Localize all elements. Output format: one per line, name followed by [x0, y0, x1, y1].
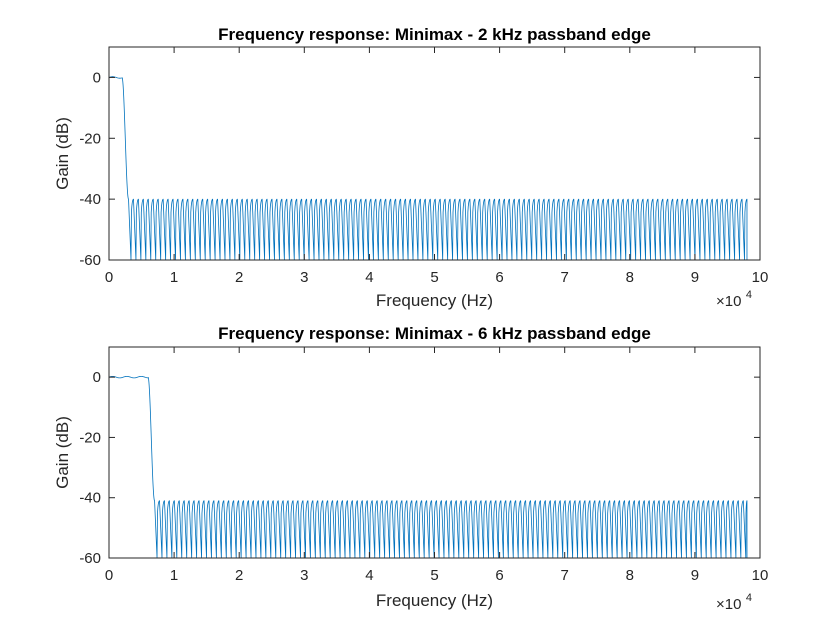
x-tick-label: 6: [495, 567, 503, 584]
x-exponent-base: ×10: [716, 293, 741, 310]
chart-title: Frequency response: Minimax - 6 kHz pass…: [218, 324, 651, 343]
data-layer: [108, 375, 748, 559]
x-tick-label: 0: [105, 567, 113, 584]
subplot-top: Frequency response: Minimax - 2 kHz pass…: [53, 25, 768, 310]
tick-layer: 0 1 2 3 4 5 6 7 8 9 10 -60 -40 -20 0: [79, 347, 768, 584]
x-tick-label: 2: [235, 269, 243, 286]
x-exponent-power: 4: [746, 289, 752, 301]
x-tick-label: 10: [752, 269, 769, 286]
x-tick-label: 8: [626, 567, 634, 584]
y-tick-label: 0: [93, 69, 101, 86]
y-axis-label: Gain (dB): [53, 416, 72, 489]
y-tick-label: -20: [79, 130, 101, 147]
y-axis-label: Gain (dB): [53, 117, 72, 190]
y-tick-label: 0: [93, 369, 101, 386]
x-tick-label: 1: [170, 269, 178, 286]
y-tick-label: -40: [79, 191, 101, 208]
x-axis-label: Frequency (Hz): [376, 291, 493, 310]
x-tick-label: 3: [300, 269, 308, 286]
subplot-bottom: Frequency response: Minimax - 6 kHz pass…: [53, 324, 768, 613]
tick-layer: 0 1 2 3 4 5 6 7 8 9 10 -60 -40 -20 0: [79, 47, 768, 286]
x-exponent-base: ×10: [716, 596, 741, 613]
x-tick-label: 10: [752, 567, 769, 584]
x-tick-label: 9: [691, 269, 699, 286]
y-tick-label: -20: [79, 429, 101, 446]
y-tick-label: -60: [79, 252, 101, 269]
x-tick-label: 3: [300, 567, 308, 584]
x-tick-label: 2: [235, 567, 243, 584]
x-tick-label: 7: [561, 567, 569, 584]
x-tick-label: 1: [170, 567, 178, 584]
x-exponent-power: 4: [746, 592, 752, 604]
x-tick-label: 4: [365, 567, 373, 584]
x-tick-label: 9: [691, 567, 699, 584]
x-tick-label: 0: [105, 269, 113, 286]
x-axis-exponent: ×10 4: [716, 289, 752, 310]
x-tick-label: 5: [430, 567, 438, 584]
chart-title: Frequency response: Minimax - 2 kHz pass…: [218, 25, 651, 44]
x-tick-label: 4: [365, 269, 373, 286]
x-tick-label: 7: [561, 269, 569, 286]
x-axis-label: Frequency (Hz): [376, 591, 493, 610]
x-tick-label: 6: [495, 269, 503, 286]
axes-box: [108, 46, 761, 261]
axes-box: [108, 346, 761, 559]
x-tick-label: 8: [626, 269, 634, 286]
x-axis-exponent: ×10 4: [716, 592, 752, 613]
series-line-0: [108, 76, 748, 261]
y-tick-label: -60: [79, 550, 101, 567]
plot-area: [109, 47, 760, 260]
series-line-0: [108, 375, 748, 559]
data-layer: [108, 76, 748, 261]
y-tick-label: -40: [79, 490, 101, 507]
x-tick-label: 5: [430, 269, 438, 286]
